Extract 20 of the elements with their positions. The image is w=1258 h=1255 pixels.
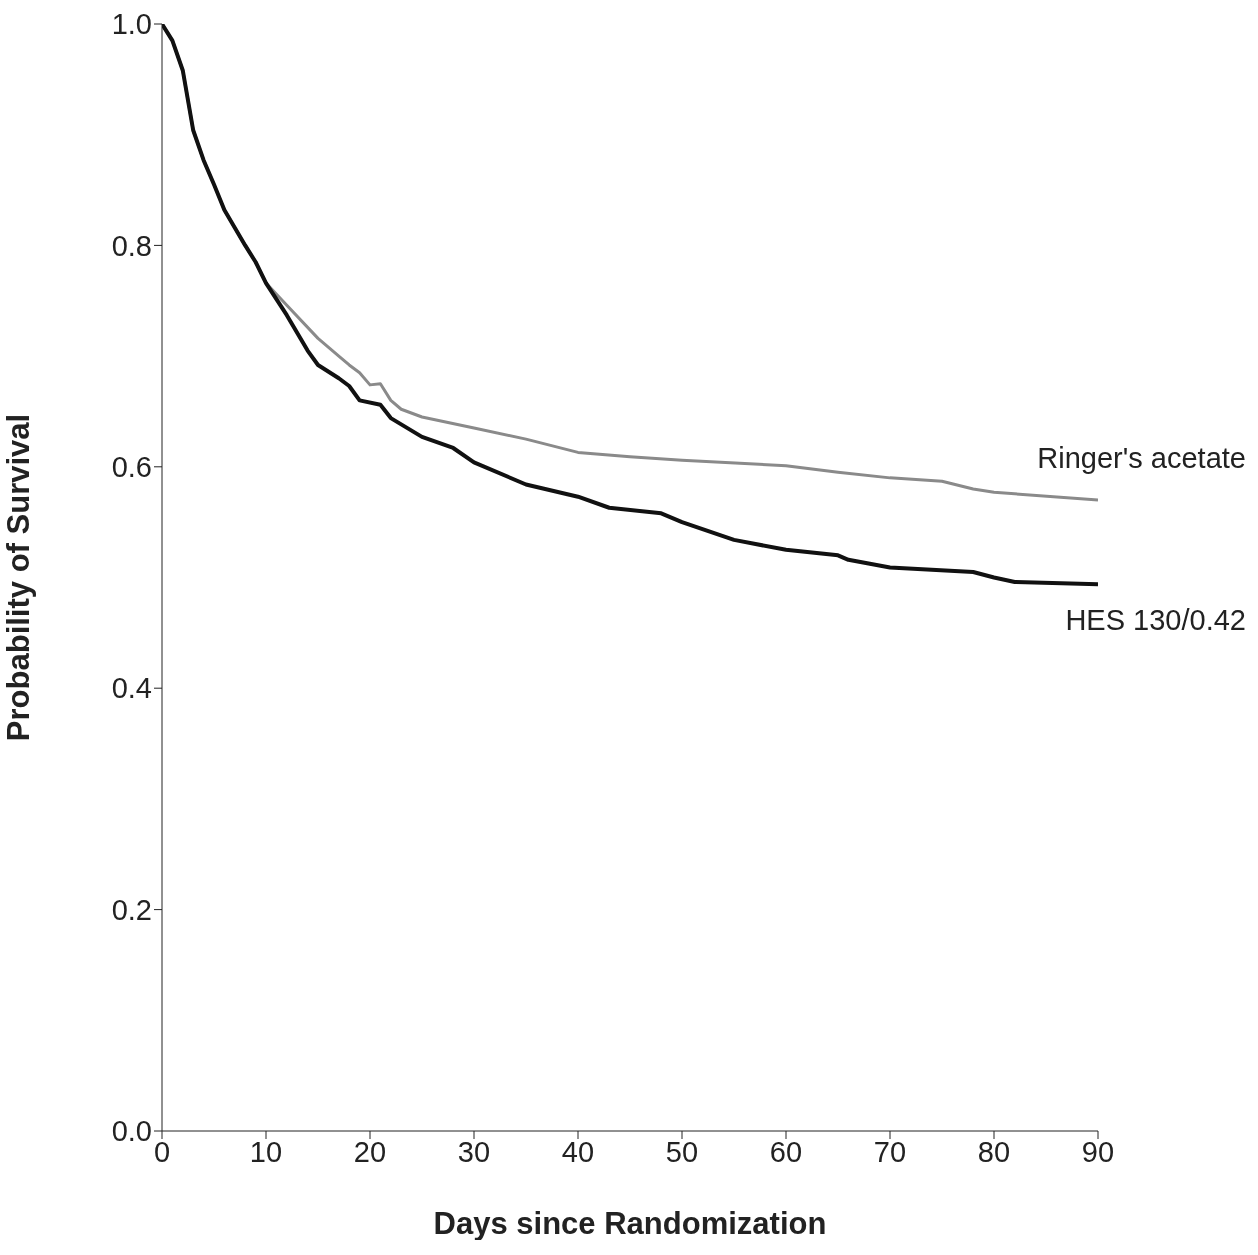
y-tick-label: 0.6: [111, 451, 152, 484]
x-tick-label: 70: [873, 1135, 907, 1168]
x-axis-title: Days since Randomization: [433, 1206, 827, 1241]
x-tick-label: 80: [977, 1135, 1011, 1168]
y-tick-label: 0.2: [111, 893, 152, 926]
series-label: Ringer's acetate: [1037, 442, 1246, 475]
y-tick-label: 0.0: [111, 1115, 152, 1148]
y-tick-label: 1.0: [111, 8, 152, 41]
y-axis-title: Probability of Survival: [1, 413, 37, 742]
x-tick-label: 30: [457, 1135, 491, 1168]
y-tick-label: 0.8: [111, 229, 152, 262]
x-tick-label: 90: [1081, 1135, 1115, 1168]
x-tick-label: 0: [153, 1135, 171, 1168]
x-tick-label: 60: [769, 1135, 803, 1168]
y-tick-label: 0.4: [111, 672, 152, 705]
x-tick-label: 10: [249, 1135, 283, 1168]
series-label: HES 130/0.42: [1065, 604, 1246, 637]
x-tick-label: 40: [561, 1135, 595, 1168]
x-tick-label: 50: [665, 1135, 699, 1168]
x-tick-label: 20: [353, 1135, 387, 1168]
